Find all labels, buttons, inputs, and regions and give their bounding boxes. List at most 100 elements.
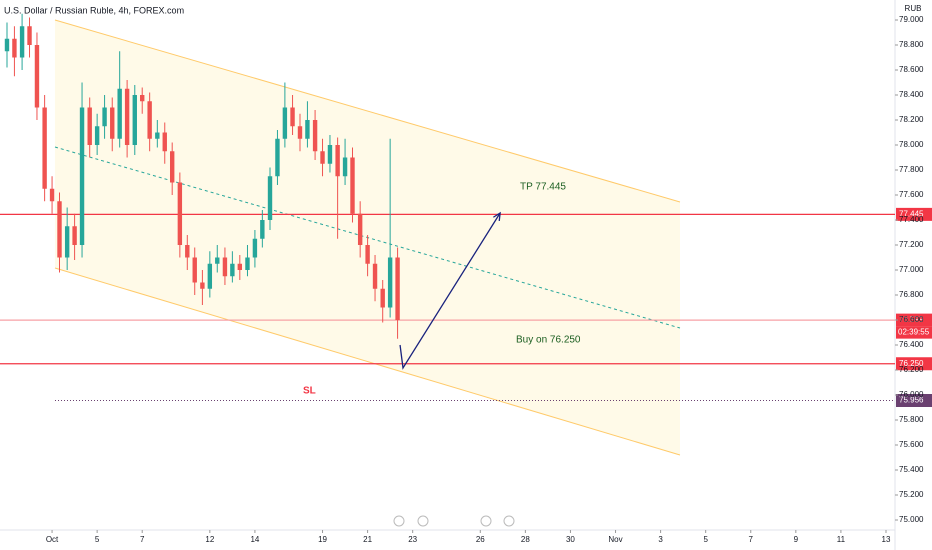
candle-body — [79, 107, 85, 245]
y-tick-label: 77.200 — [899, 240, 924, 249]
channel-upper — [54, 19, 681, 203]
x-tick-label: Oct — [46, 535, 59, 544]
x-tick-label: 26 — [476, 535, 485, 544]
price-badge-label: 77.445 — [899, 209, 924, 218]
x-tick-label: 7 — [749, 535, 754, 544]
candle-body — [162, 132, 167, 152]
event-icon — [503, 515, 515, 527]
sl-annotation: SL — [303, 386, 316, 397]
candle-body — [169, 151, 175, 183]
candle-body — [282, 107, 288, 139]
candle-body — [327, 145, 333, 164]
y-tick-label: 77.000 — [899, 265, 924, 274]
candle-body — [365, 245, 370, 264]
candle-body — [155, 132, 160, 139]
candle-body — [267, 176, 273, 220]
candle-body — [192, 257, 197, 283]
candles — [4, 13, 400, 339]
y-tick-label: 75.600 — [899, 440, 924, 449]
candle-body — [237, 263, 243, 270]
candle-body — [185, 245, 190, 258]
countdown-label: 02:39:55 — [898, 328, 930, 337]
y-tick-label: 75.800 — [899, 415, 924, 424]
candle-body — [312, 120, 318, 152]
overlay: 77.445 76.250 75.956 76.599 02:39:55 — [399, 207, 932, 407]
candle-body — [177, 182, 183, 245]
candle-body — [147, 101, 152, 139]
y-tick-label: 78.200 — [899, 115, 924, 124]
x-tick-label: 30 — [566, 535, 575, 544]
price-badge-label: 75.956 — [899, 396, 924, 405]
y-tick-label: 78.600 — [899, 65, 924, 74]
event-icon — [480, 515, 492, 527]
x-tick-label: Nov — [608, 535, 622, 544]
candle-body — [110, 107, 115, 139]
candle-body — [335, 145, 340, 177]
candle-body — [395, 257, 400, 320]
arrow-head — [493, 211, 501, 222]
candle-body — [140, 95, 145, 102]
y-tick-label: 76.400 — [899, 340, 924, 349]
y-tick-label: 77.600 — [899, 190, 924, 199]
x-tick-label: 7 — [140, 535, 145, 544]
x-tick-label: 9 — [794, 535, 799, 544]
candle-body — [42, 107, 47, 189]
countdown-badge — [896, 326, 932, 339]
candle-body — [275, 138, 280, 177]
price-badge-label: 76.250 — [899, 359, 924, 368]
candle-body — [387, 257, 393, 308]
candle-body — [350, 157, 355, 214]
tp-annotation: TP 77.445 — [520, 182, 566, 193]
x-tick-label: 11 — [837, 535, 846, 544]
x-tick-label: 3 — [658, 535, 663, 544]
candle-body — [124, 88, 130, 145]
candle-body — [260, 220, 265, 239]
price-badge-label: 76.599 — [899, 315, 924, 324]
candle-body — [102, 107, 107, 127]
candle-body — [72, 226, 77, 245]
price-badge — [896, 313, 932, 327]
candle-body — [12, 38, 17, 58]
y-tick-label: 76.600 — [899, 315, 924, 324]
candle-body — [49, 188, 55, 202]
y-tick-label: 75.200 — [899, 490, 924, 499]
candle-body — [252, 238, 258, 258]
y-tick-label: 76.200 — [899, 365, 924, 374]
event-icon — [417, 515, 429, 527]
y-tick-label: 76.800 — [899, 290, 924, 299]
y-tick-label: 78.400 — [899, 90, 924, 99]
candle-body — [380, 288, 385, 308]
candle-body — [94, 126, 100, 145]
x-tick-label: 5 — [703, 535, 708, 544]
y-tick-label: 77.800 — [899, 165, 924, 174]
y-tick-label: 75.000 — [899, 515, 924, 524]
candle-body — [305, 120, 310, 139]
candle-body — [230, 263, 235, 277]
candle-body — [320, 151, 325, 164]
x-tick-label: 23 — [408, 535, 417, 544]
price-badge — [896, 394, 932, 407]
candle-body — [34, 45, 40, 108]
y-tick-label: 77.400 — [899, 215, 924, 224]
candle-body — [297, 126, 303, 139]
trade-arrow — [399, 212, 501, 370]
candle-body — [222, 257, 228, 277]
candle-body — [117, 88, 122, 139]
y-tick-label: 76.000 — [899, 390, 924, 399]
candle-body — [342, 157, 348, 177]
candle-body — [215, 257, 220, 264]
x-tick-label: 14 — [250, 535, 259, 544]
candle-body — [200, 282, 205, 289]
event-icon — [393, 515, 405, 527]
candle-body — [19, 26, 25, 58]
y-tick-label: 78.800 — [899, 40, 924, 49]
chart-title: U.S. Dollar / Russian Ruble, 4h, FOREX.c… — [4, 5, 184, 15]
candle-body — [87, 107, 92, 145]
candle-body — [207, 263, 213, 289]
event-icons — [393, 515, 515, 527]
x-tick-label: 21 — [363, 535, 372, 544]
x-tick-label: 5 — [95, 535, 100, 544]
x-tick-label: 12 — [205, 535, 214, 544]
candle-body — [57, 201, 62, 258]
